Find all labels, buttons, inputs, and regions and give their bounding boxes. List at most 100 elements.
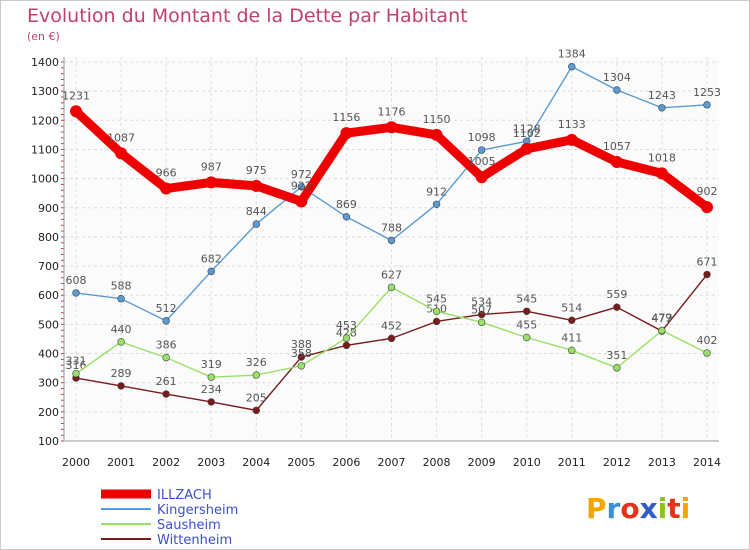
- data-label: 514: [561, 301, 582, 314]
- data-point: [117, 338, 125, 346]
- data-point: [523, 307, 531, 315]
- data-point: [207, 373, 215, 381]
- data-point: [523, 333, 531, 342]
- x-tick-label: 2005: [287, 456, 315, 469]
- data-point: [252, 406, 260, 415]
- y-tick-label: 100: [38, 435, 59, 448]
- data-point: [117, 295, 125, 303]
- data-label: 534: [471, 295, 492, 308]
- x-tick-label: 2014: [693, 456, 721, 469]
- data-label: 627: [381, 268, 402, 281]
- data-label: 1304: [603, 71, 631, 84]
- chart-unit-label: (en €): [27, 30, 60, 43]
- data-label: 316: [66, 359, 87, 372]
- data-label: 671: [697, 256, 718, 269]
- data-label: 358: [291, 347, 312, 360]
- data-label: 440: [111, 323, 132, 336]
- data-label: 453: [336, 319, 357, 332]
- data-point: [565, 133, 578, 146]
- data-point: [117, 382, 125, 390]
- data-label: 351: [606, 349, 627, 362]
- data-label: 234: [201, 383, 222, 396]
- data-label: 902: [697, 185, 718, 198]
- data-point: [340, 127, 353, 140]
- data-point: [70, 105, 82, 118]
- data-point: [703, 349, 711, 357]
- data-point: [72, 369, 80, 378]
- data-point: [658, 104, 666, 112]
- data-point: [387, 236, 396, 245]
- y-tick-label: 300: [38, 377, 59, 390]
- data-label: 428: [336, 326, 357, 339]
- y-tick-label: 600: [38, 289, 59, 302]
- data-label: 477: [651, 312, 672, 325]
- data-point: [432, 307, 441, 315]
- chart-title: Evolution du Montant de la Dette par Hab…: [27, 5, 468, 27]
- data-label: 1150: [423, 113, 451, 126]
- data-label: 1005: [468, 155, 496, 168]
- legend-label: Kingersheim: [157, 503, 238, 518]
- data-point: [655, 167, 668, 180]
- data-label: 1384: [558, 48, 586, 61]
- data-point: [477, 318, 486, 327]
- y-tick-label: 700: [38, 260, 59, 273]
- y-tick-label: 1200: [31, 114, 59, 127]
- data-label: 1253: [693, 86, 721, 99]
- data-label: 388: [291, 338, 312, 351]
- data-label: 402: [697, 334, 718, 347]
- data-label: 289: [111, 367, 132, 380]
- legend-label: ILLZACH: [157, 488, 212, 503]
- data-point: [297, 353, 306, 361]
- x-tick-label: 2004: [242, 456, 270, 469]
- data-label: 912: [426, 185, 447, 198]
- x-tick-label: 2006: [332, 456, 360, 469]
- data-label: 1128: [513, 122, 541, 135]
- data-label: 1176: [378, 105, 406, 118]
- data-label: 545: [516, 292, 537, 305]
- x-tick-label: 2007: [378, 456, 406, 469]
- data-point: [613, 303, 621, 311]
- data-point: [613, 364, 621, 372]
- data-point: [342, 334, 351, 342]
- y-tick-label: 200: [38, 406, 59, 419]
- y-tick-label: 1000: [31, 173, 59, 186]
- x-tick-label: 2011: [558, 456, 586, 469]
- x-tick-label: 2003: [197, 456, 225, 469]
- x-tick-label: 2008: [423, 456, 451, 469]
- y-tick-label: 900: [38, 202, 59, 215]
- data-label: 507: [471, 303, 492, 316]
- data-label: 545: [426, 292, 447, 305]
- data-point: [701, 201, 713, 214]
- data-label: 922: [291, 179, 312, 192]
- data-point: [520, 142, 533, 155]
- data-point: [297, 183, 306, 191]
- data-point: [387, 283, 396, 292]
- x-tick-label: 2010: [513, 456, 541, 469]
- data-point: [613, 86, 621, 94]
- data-label: 559: [606, 288, 627, 301]
- data-point: [568, 346, 576, 355]
- data-point: [385, 121, 398, 134]
- data-label: 1231: [62, 89, 90, 102]
- x-tick-label: 2013: [648, 456, 676, 469]
- data-point: [430, 128, 443, 141]
- data-label: 972: [291, 168, 312, 181]
- data-label: 1156: [332, 111, 360, 124]
- data-label: 1018: [648, 151, 676, 164]
- data-point: [703, 270, 711, 279]
- x-tick-label: 2000: [62, 456, 90, 469]
- data-label: 411: [561, 331, 582, 344]
- data-point: [432, 200, 441, 208]
- x-tick-label: 2009: [468, 456, 496, 469]
- data-point: [342, 213, 351, 221]
- y-tick-label: 1100: [31, 143, 59, 156]
- data-label: 975: [246, 164, 267, 177]
- data-point: [432, 317, 441, 326]
- data-point: [205, 176, 218, 189]
- data-label: 788: [381, 221, 402, 234]
- y-tick-label: 500: [38, 318, 59, 331]
- x-tick-label: 2012: [603, 456, 631, 469]
- data-point: [568, 316, 576, 325]
- data-point: [295, 195, 308, 208]
